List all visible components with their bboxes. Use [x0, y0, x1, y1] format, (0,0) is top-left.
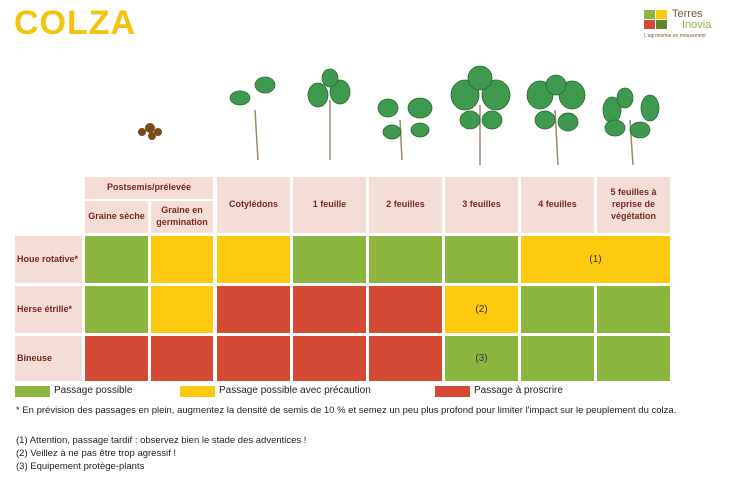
table-cell [521, 286, 594, 333]
page: COLZA Terres Inovia L'agronomie en mouve… [0, 0, 732, 479]
table-cell [151, 236, 213, 283]
table-cell [369, 336, 442, 381]
row-header: Bineuse [15, 336, 82, 381]
legend-swatch [180, 386, 215, 397]
legend-swatch [435, 386, 470, 397]
table-cell [369, 236, 442, 283]
legend-label: Passage possible avec précaution [219, 385, 371, 396]
column-header: 3 feuilles [445, 177, 518, 233]
logo-name: Inovia [682, 19, 711, 31]
cell-label: (1) [589, 254, 601, 265]
table-cell [597, 336, 670, 381]
column-header: 5 feuilles à reprise de végétation [597, 177, 670, 233]
table-cell [217, 336, 290, 381]
table-cell [597, 286, 670, 333]
table-cell [217, 236, 290, 283]
cell-label: (2) [475, 304, 487, 315]
table-cell [85, 286, 148, 333]
table-cell [293, 336, 366, 381]
table-cell [293, 286, 366, 333]
plant-illustrations [0, 60, 732, 175]
column-header: 1 feuille [293, 177, 366, 233]
logo-icon [644, 10, 668, 30]
legend-label: Passage à proscrire [474, 385, 563, 396]
logo-tagline: L'agronomie en mouvement [644, 33, 706, 39]
table-cell: (1) [521, 236, 670, 283]
group-header: Postsemis/prélevée [85, 177, 213, 199]
footnote: * En prévision des passages en plein, au… [16, 405, 686, 417]
cell-label: (3) [475, 353, 487, 364]
column-header: Cotylédons [217, 177, 290, 233]
column-header: Graine en germination [151, 201, 213, 233]
column-header: 4 feuilles [521, 177, 594, 233]
table-cell [151, 336, 213, 381]
column-header: Graine sèche [85, 201, 148, 233]
legend-swatch [15, 386, 50, 397]
table-cell [293, 236, 366, 283]
table-cell [369, 286, 442, 333]
table-cell [217, 286, 290, 333]
logo: Terres Inovia L'agronomie en mouvement [644, 8, 724, 44]
title: COLZA [14, 4, 136, 43]
table-cell [85, 336, 148, 381]
row-header: Herse étrille* [15, 286, 82, 333]
legend-label: Passage possible [54, 385, 132, 396]
column-header: 2 feuilles [369, 177, 442, 233]
table-cell [521, 336, 594, 381]
table-cell [151, 286, 213, 333]
footnote: (3) Equipement protège-plants [16, 461, 686, 473]
table-cell: (2) [445, 286, 518, 333]
row-header: Houe rotative* [15, 236, 82, 283]
table-cell [445, 236, 518, 283]
table-cell [85, 236, 148, 283]
table-cell: (3) [445, 336, 518, 381]
footnote: (2) Veillez à ne pas être trop agressif … [16, 448, 686, 460]
footnote: (1) Attention, passage tardif : observez… [16, 435, 686, 447]
